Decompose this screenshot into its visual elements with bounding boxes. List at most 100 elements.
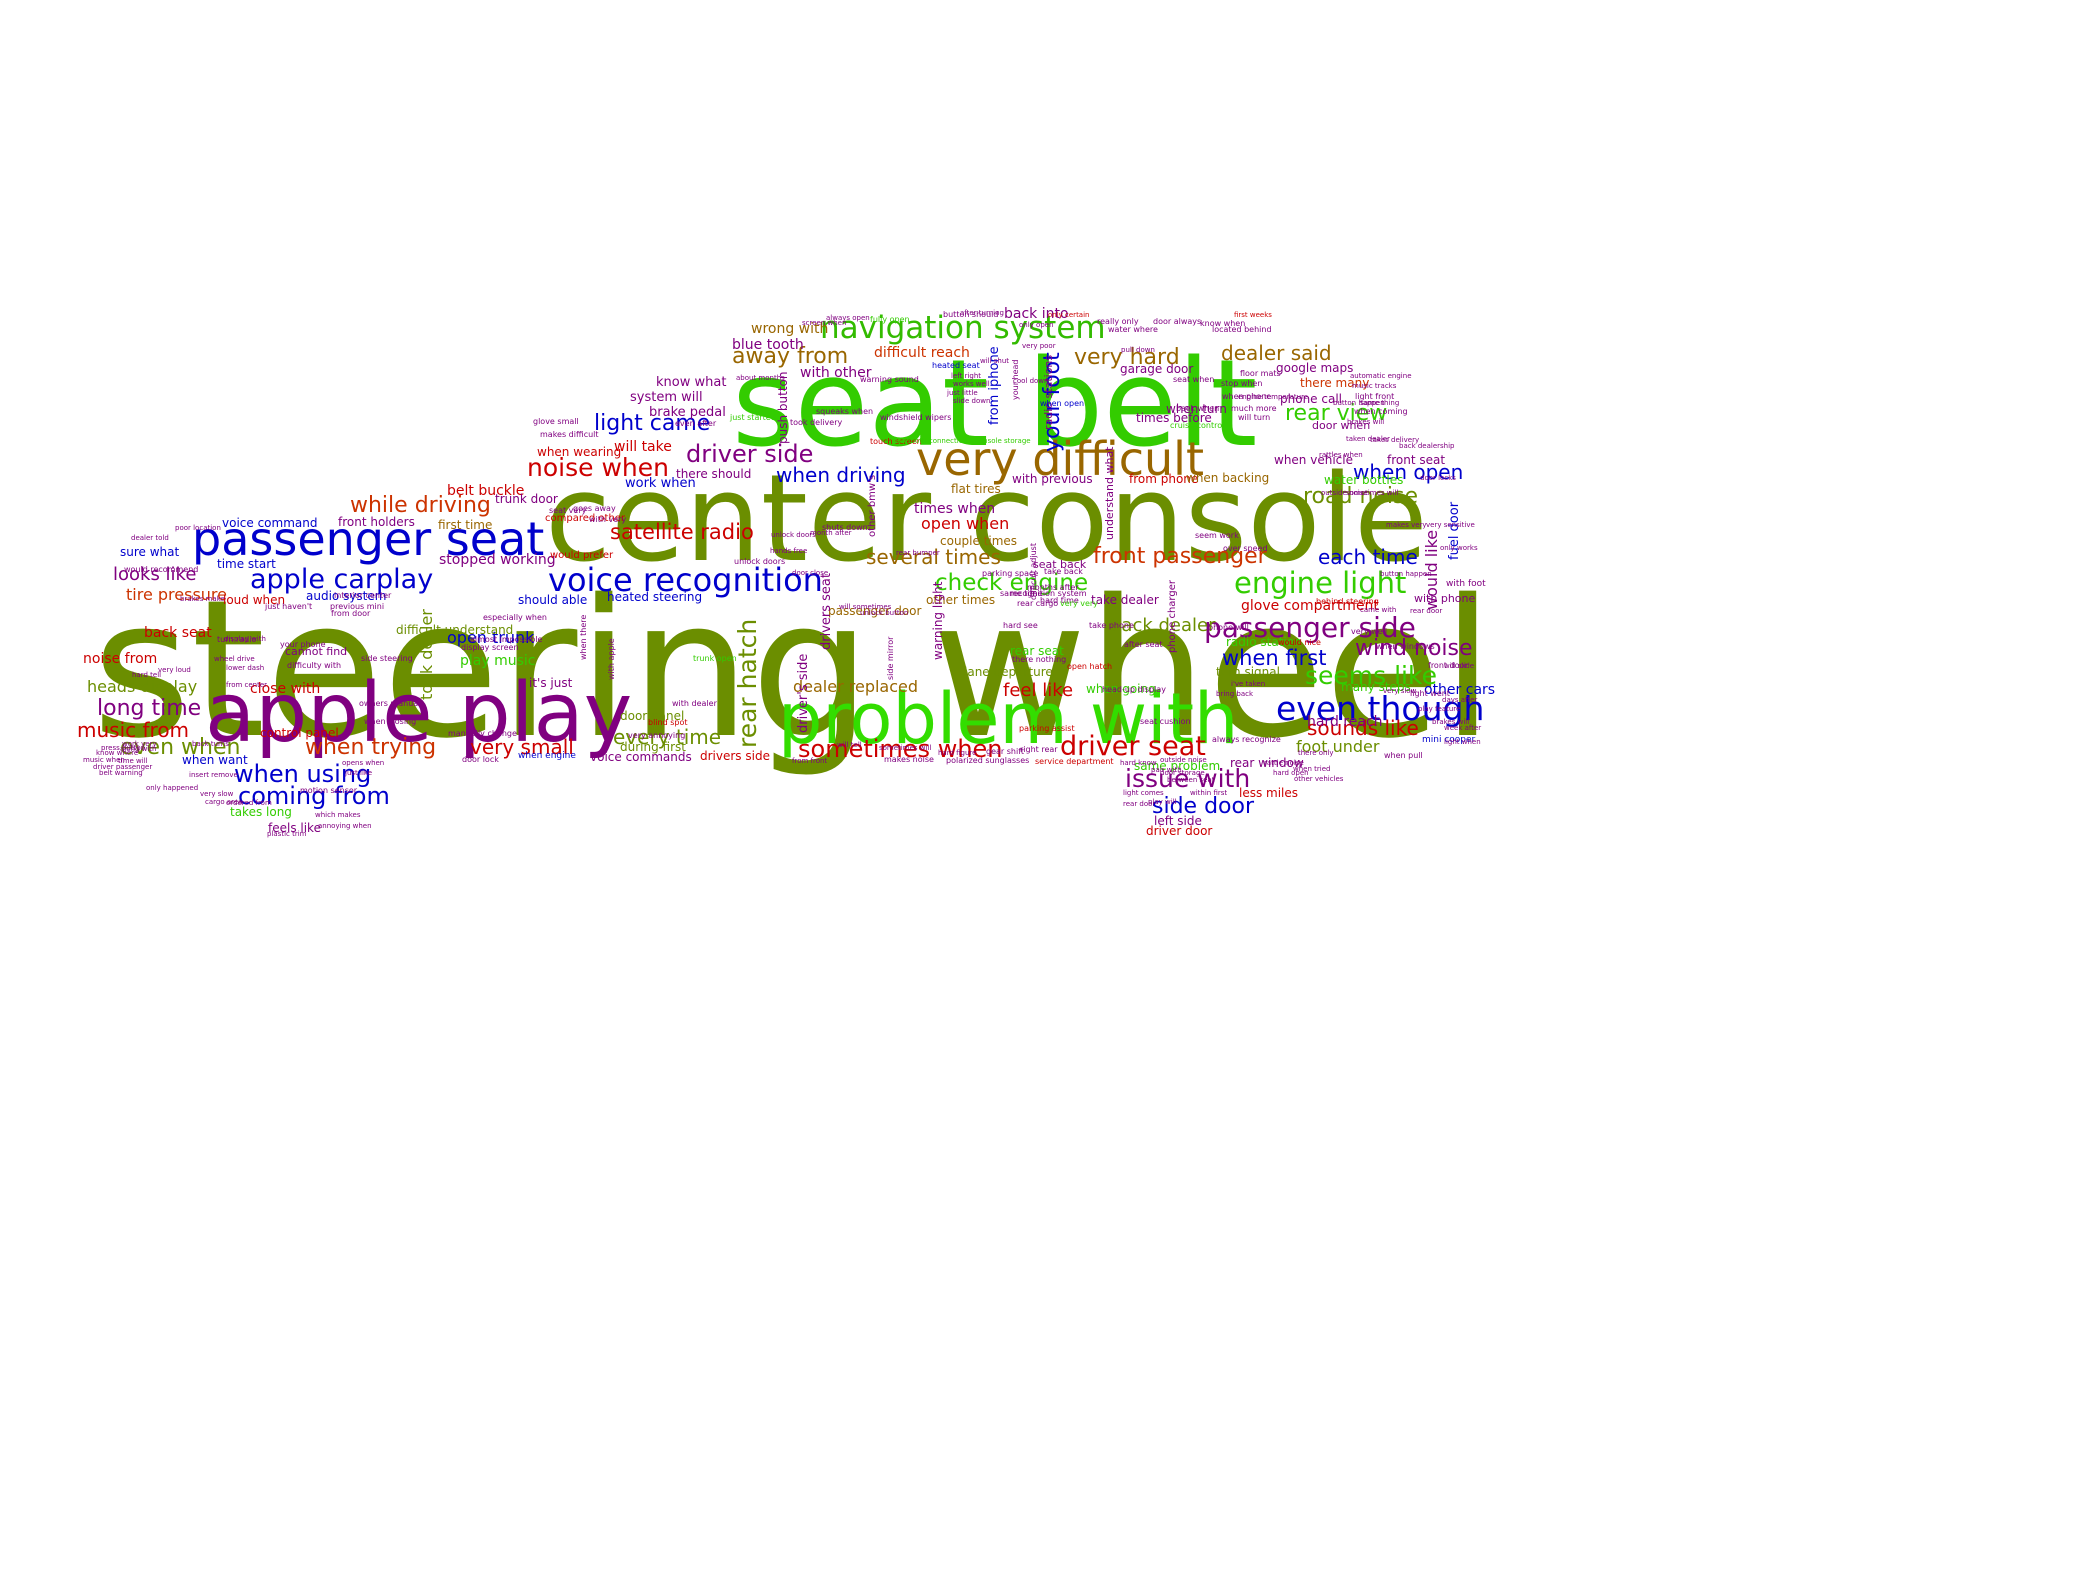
cloud-word: driver seat	[1060, 731, 1206, 762]
cloud-word: recognition system	[1010, 589, 1087, 598]
cloud-word: engine light	[1234, 566, 1407, 600]
cloud-word: days after	[1442, 696, 1478, 704]
cloud-word: open trunk	[447, 628, 535, 647]
cloud-word: along with	[120, 745, 157, 753]
cloud-word: other vehicles	[1294, 775, 1344, 783]
cloud-word: door locks	[1420, 474, 1456, 482]
cloud-word: passenger door	[828, 604, 922, 618]
cloud-word: very loud	[158, 666, 191, 674]
cloud-word: slide down	[953, 397, 991, 405]
cloud-word: always recognize	[1212, 735, 1281, 744]
cloud-word: door when	[1312, 419, 1371, 432]
cloud-word: difficult understand	[396, 623, 514, 637]
cloud-word: would recommend	[124, 565, 199, 574]
cloud-word: understand what	[1103, 446, 1116, 540]
cloud-word: difficulty with	[287, 661, 342, 670]
cloud-word: heated steering	[607, 590, 703, 604]
cloud-word: when trying	[305, 735, 437, 760]
cloud-word: driver's side	[796, 653, 811, 733]
cloud-word: about months	[736, 374, 785, 382]
cloud-word: other cars	[1424, 682, 1496, 698]
cloud-word: tire pressure	[126, 585, 227, 604]
cloud-word: trunk door	[495, 492, 558, 506]
cloud-word: interior center	[334, 591, 392, 600]
cloud-word: apple carplay	[250, 564, 434, 595]
cloud-word: open hatch	[1067, 662, 1113, 671]
cloud-word: your phone	[280, 640, 326, 649]
cloud-word: parking space	[982, 569, 1039, 578]
cloud-word: foot under	[1296, 737, 1380, 756]
cloud-word: only happened	[146, 784, 199, 792]
cloud-word: when driving	[776, 463, 906, 487]
cloud-word: when there	[579, 614, 588, 660]
cloud-word: when first	[1222, 646, 1327, 670]
cloud-word: phone charger	[1167, 580, 1178, 653]
cloud-word: feel like	[1003, 680, 1074, 701]
cloud-word: hard reach	[1307, 714, 1383, 730]
cloud-word: same time	[1000, 589, 1043, 598]
cloud-word: front seat	[1387, 453, 1446, 467]
cloud-word: sometimes will	[879, 744, 932, 752]
cloud-word: seat back	[1033, 558, 1087, 571]
cloud-word: take dealer	[1091, 593, 1159, 607]
cloud-word: very slow	[1383, 687, 1417, 695]
cloud-word: lower dash	[226, 664, 265, 672]
cloud-word: outside noise	[1321, 489, 1368, 497]
cloud-word: system will	[630, 390, 703, 405]
cloud-word: poor location	[175, 524, 221, 532]
cloud-word: driver door	[1146, 824, 1213, 838]
cloud-word: sounds like	[1307, 716, 1419, 740]
cloud-word: motion sensor	[300, 786, 358, 795]
cloud-word: glove small	[533, 417, 579, 426]
cloud-word: seat belt	[732, 335, 1258, 474]
cloud-word: voice command	[222, 516, 318, 530]
cloud-word: dealer said	[1221, 341, 1332, 365]
cloud-word: just haven't	[265, 602, 313, 611]
cloud-word: when want	[182, 753, 248, 767]
cloud-word: hard open	[1273, 769, 1309, 777]
cloud-word: hard time	[1040, 596, 1079, 605]
cloud-word: especially when	[483, 613, 547, 622]
cloud-word: months after	[1027, 583, 1079, 592]
cloud-word: ordered from	[226, 799, 272, 807]
cloud-word: work when	[625, 476, 696, 491]
cloud-word: center console	[545, 450, 1428, 589]
cloud-word: feels like	[268, 821, 321, 835]
cloud-word: even though	[1276, 689, 1485, 728]
cloud-word: pair with	[1151, 766, 1182, 774]
cloud-word: very very	[1060, 599, 1098, 608]
cloud-word: with apple	[607, 638, 616, 680]
cloud-word: cargo area	[205, 798, 243, 806]
cloud-word: long time	[97, 696, 202, 721]
cloud-word: with dealer	[672, 699, 717, 708]
cloud-word: with other	[800, 365, 872, 381]
cloud-word: radio station	[1226, 635, 1302, 649]
cloud-word: very well	[1351, 627, 1388, 636]
cloud-word: drivers side	[700, 749, 770, 763]
cloud-word: work very	[122, 740, 157, 748]
cloud-word: know where	[96, 749, 139, 757]
cloud-word: play music	[460, 653, 536, 669]
cloud-word: pull down	[1121, 346, 1155, 354]
cloud-word: door storage	[1160, 769, 1205, 777]
cloud-word: should able	[518, 593, 588, 607]
cloud-word: seems like	[1305, 661, 1437, 690]
cloud-word: google maps	[1276, 361, 1354, 375]
cloud-word: play will	[1148, 798, 1177, 806]
cloud-word: noise when	[527, 453, 669, 482]
cloud-word: left right	[951, 372, 982, 380]
cloud-word: back seat	[144, 625, 212, 641]
cloud-word: first weeks	[1234, 311, 1272, 319]
cloud-word: several times	[866, 545, 1001, 569]
cloud-word: door lock	[462, 755, 499, 764]
cloud-word: which makes	[315, 811, 361, 819]
cloud-word: very poor	[1022, 342, 1056, 350]
cloud-word: apple play	[205, 666, 633, 761]
cloud-word: seem work	[1195, 531, 1239, 540]
cloud-word: hard tell	[132, 671, 162, 679]
cloud-word: stopped working	[439, 552, 556, 568]
cloud-word: back dealer	[1110, 615, 1216, 636]
cloud-word: previous mini	[330, 602, 385, 611]
cloud-word: would prefer	[550, 550, 614, 561]
